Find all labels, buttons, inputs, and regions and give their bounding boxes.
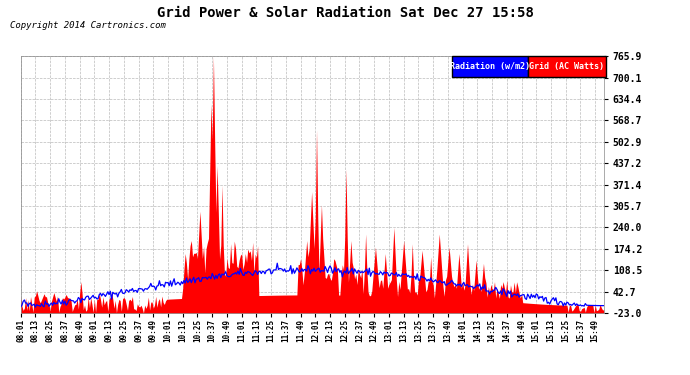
Text: Radiation (w/m2): Radiation (w/m2): [450, 62, 530, 71]
Text: Grid Power & Solar Radiation Sat Dec 27 15:58: Grid Power & Solar Radiation Sat Dec 27 …: [157, 6, 533, 20]
Text: Copyright 2014 Cartronics.com: Copyright 2014 Cartronics.com: [10, 21, 166, 30]
Text: Grid (AC Watts): Grid (AC Watts): [529, 62, 604, 71]
